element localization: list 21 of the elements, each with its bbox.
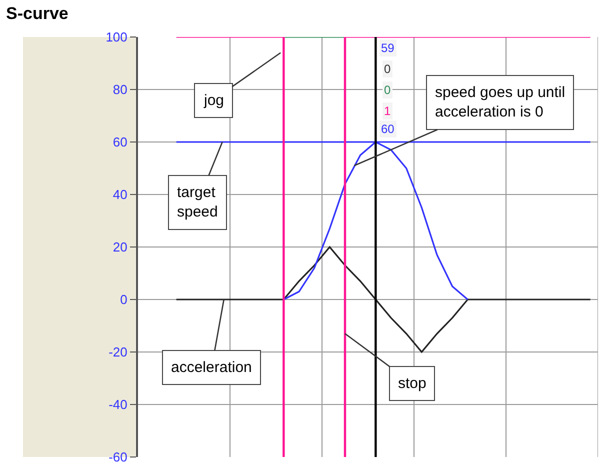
annotation: acceleration [171, 359, 252, 376]
y-tick-label: 80 [112, 82, 128, 98]
y-tick-label: -20 [108, 344, 128, 360]
annotation: speed goes up until acceleration is 0 [435, 84, 566, 120]
y-tick-label: 100 [106, 30, 128, 45]
annotation: 0 [384, 62, 391, 76]
y-tick-label: 20 [112, 240, 128, 255]
annotation: target speed [177, 184, 218, 220]
y-tick-label: 40 [112, 187, 128, 202]
chart-title: S-curve [6, 4, 68, 23]
annotation: 0 [384, 83, 391, 97]
y-tick-label: -40 [108, 397, 128, 412]
annotation: 1 [384, 104, 391, 118]
annotation: stop [398, 375, 426, 392]
annotation: 60 [381, 122, 395, 136]
line-series [176, 246, 592, 353]
y-tick-label: 60 [112, 134, 128, 150]
y-tick-label: 0 [120, 292, 128, 308]
annotation: 59 [381, 41, 395, 55]
y-tick-label: -60 [108, 450, 128, 465]
annotation: jog [203, 92, 224, 109]
